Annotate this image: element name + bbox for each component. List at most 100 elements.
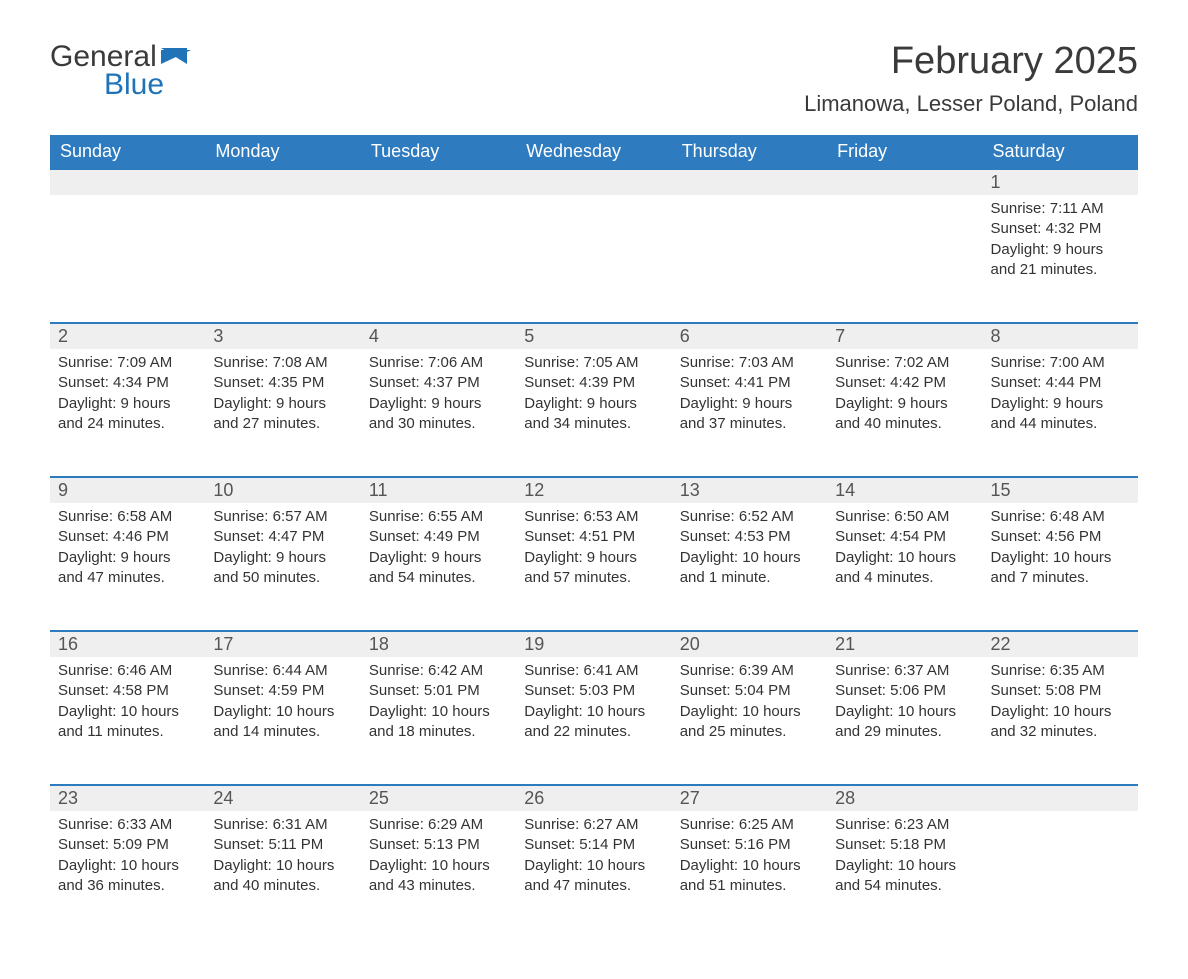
sunset-text: Sunset: 5:11 PM bbox=[213, 835, 352, 855]
day-number-cell: 19 bbox=[516, 631, 671, 657]
day-number: 15 bbox=[983, 478, 1138, 503]
day-number: 8 bbox=[983, 324, 1138, 349]
daylight-text: Daylight: 10 hours and 47 minutes. bbox=[524, 856, 663, 897]
day-body: Sunrise: 7:09 AMSunset: 4:34 PMDaylight:… bbox=[50, 349, 205, 446]
day-number: 9 bbox=[50, 478, 205, 503]
day-number-cell: 6 bbox=[672, 323, 827, 349]
daylight-text: Daylight: 9 hours and 54 minutes. bbox=[369, 548, 508, 589]
day-cell bbox=[361, 195, 516, 323]
weekday-header: Wednesday bbox=[516, 135, 671, 169]
day-number bbox=[983, 786, 1138, 790]
day-cell: Sunrise: 7:05 AMSunset: 4:39 PMDaylight:… bbox=[516, 349, 671, 477]
day-number: 7 bbox=[827, 324, 982, 349]
daylight-text: Daylight: 10 hours and 29 minutes. bbox=[835, 702, 974, 743]
day-body: Sunrise: 6:58 AMSunset: 4:46 PMDaylight:… bbox=[50, 503, 205, 600]
day-number-cell: 14 bbox=[827, 477, 982, 503]
sunrise-text: Sunrise: 6:31 AM bbox=[213, 815, 352, 835]
day-number: 20 bbox=[672, 632, 827, 657]
daylight-text: Daylight: 9 hours and 44 minutes. bbox=[991, 394, 1130, 435]
sunrise-text: Sunrise: 6:25 AM bbox=[680, 815, 819, 835]
day-body bbox=[205, 195, 360, 211]
daylight-text: Daylight: 10 hours and 54 minutes. bbox=[835, 856, 974, 897]
header: General Blue February 2025 Limanowa, Les… bbox=[50, 40, 1138, 117]
day-number-cell: 22 bbox=[983, 631, 1138, 657]
sunset-text: Sunset: 4:34 PM bbox=[58, 373, 197, 393]
day-number-cell: 4 bbox=[361, 323, 516, 349]
sunrise-text: Sunrise: 6:57 AM bbox=[213, 507, 352, 527]
sunset-text: Sunset: 5:01 PM bbox=[369, 681, 508, 701]
day-number-cell bbox=[50, 169, 205, 195]
week-body-row: Sunrise: 6:46 AMSunset: 4:58 PMDaylight:… bbox=[50, 657, 1138, 785]
daylight-text: Daylight: 10 hours and 4 minutes. bbox=[835, 548, 974, 589]
sunrise-text: Sunrise: 6:44 AM bbox=[213, 661, 352, 681]
day-number-cell: 20 bbox=[672, 631, 827, 657]
day-body: Sunrise: 7:02 AMSunset: 4:42 PMDaylight:… bbox=[827, 349, 982, 446]
day-body: Sunrise: 7:00 AMSunset: 4:44 PMDaylight:… bbox=[983, 349, 1138, 446]
day-cell: Sunrise: 6:48 AMSunset: 4:56 PMDaylight:… bbox=[983, 503, 1138, 631]
day-body bbox=[516, 195, 671, 211]
day-cell bbox=[983, 811, 1138, 939]
day-number: 21 bbox=[827, 632, 982, 657]
day-number-cell: 9 bbox=[50, 477, 205, 503]
sunrise-text: Sunrise: 7:11 AM bbox=[991, 199, 1130, 219]
week-body-row: Sunrise: 7:11 AMSunset: 4:32 PMDaylight:… bbox=[50, 195, 1138, 323]
day-cell: Sunrise: 7:03 AMSunset: 4:41 PMDaylight:… bbox=[672, 349, 827, 477]
sunrise-text: Sunrise: 6:50 AM bbox=[835, 507, 974, 527]
sunrise-text: Sunrise: 6:23 AM bbox=[835, 815, 974, 835]
day-body bbox=[50, 195, 205, 211]
day-body: Sunrise: 6:57 AMSunset: 4:47 PMDaylight:… bbox=[205, 503, 360, 600]
week-daynum-row: 1 bbox=[50, 169, 1138, 195]
day-number-cell: 28 bbox=[827, 785, 982, 811]
day-cell: Sunrise: 6:53 AMSunset: 4:51 PMDaylight:… bbox=[516, 503, 671, 631]
day-number bbox=[516, 170, 671, 174]
day-body: Sunrise: 6:37 AMSunset: 5:06 PMDaylight:… bbox=[827, 657, 982, 754]
day-number bbox=[205, 170, 360, 174]
sunset-text: Sunset: 5:08 PM bbox=[991, 681, 1130, 701]
day-body bbox=[361, 195, 516, 211]
weekday-header-row: SundayMondayTuesdayWednesdayThursdayFrid… bbox=[50, 135, 1138, 169]
daylight-text: Daylight: 10 hours and 40 minutes. bbox=[213, 856, 352, 897]
day-cell: Sunrise: 6:50 AMSunset: 4:54 PMDaylight:… bbox=[827, 503, 982, 631]
day-body: Sunrise: 6:48 AMSunset: 4:56 PMDaylight:… bbox=[983, 503, 1138, 600]
day-number-cell: 10 bbox=[205, 477, 360, 503]
day-body: Sunrise: 6:42 AMSunset: 5:01 PMDaylight:… bbox=[361, 657, 516, 754]
sunset-text: Sunset: 4:39 PM bbox=[524, 373, 663, 393]
weekday-header: Saturday bbox=[983, 135, 1138, 169]
day-number-cell: 7 bbox=[827, 323, 982, 349]
day-number-cell bbox=[361, 169, 516, 195]
day-number-cell: 27 bbox=[672, 785, 827, 811]
sunrise-text: Sunrise: 7:06 AM bbox=[369, 353, 508, 373]
day-number-cell: 1 bbox=[983, 169, 1138, 195]
day-cell bbox=[50, 195, 205, 323]
day-body: Sunrise: 6:39 AMSunset: 5:04 PMDaylight:… bbox=[672, 657, 827, 754]
day-number-cell: 8 bbox=[983, 323, 1138, 349]
day-number: 28 bbox=[827, 786, 982, 811]
sunset-text: Sunset: 4:44 PM bbox=[991, 373, 1130, 393]
day-number: 23 bbox=[50, 786, 205, 811]
day-body: Sunrise: 7:03 AMSunset: 4:41 PMDaylight:… bbox=[672, 349, 827, 446]
week-body-row: Sunrise: 6:33 AMSunset: 5:09 PMDaylight:… bbox=[50, 811, 1138, 939]
daylight-text: Daylight: 9 hours and 47 minutes. bbox=[58, 548, 197, 589]
sunrise-text: Sunrise: 6:53 AM bbox=[524, 507, 663, 527]
day-number: 10 bbox=[205, 478, 360, 503]
day-body: Sunrise: 6:27 AMSunset: 5:14 PMDaylight:… bbox=[516, 811, 671, 908]
day-body: Sunrise: 7:05 AMSunset: 4:39 PMDaylight:… bbox=[516, 349, 671, 446]
sunset-text: Sunset: 4:58 PM bbox=[58, 681, 197, 701]
sunset-text: Sunset: 5:04 PM bbox=[680, 681, 819, 701]
daylight-text: Daylight: 9 hours and 57 minutes. bbox=[524, 548, 663, 589]
day-body: Sunrise: 7:08 AMSunset: 4:35 PMDaylight:… bbox=[205, 349, 360, 446]
day-number: 16 bbox=[50, 632, 205, 657]
daylight-text: Daylight: 10 hours and 18 minutes. bbox=[369, 702, 508, 743]
day-body: Sunrise: 6:50 AMSunset: 4:54 PMDaylight:… bbox=[827, 503, 982, 600]
day-cell: Sunrise: 6:39 AMSunset: 5:04 PMDaylight:… bbox=[672, 657, 827, 785]
day-number-cell: 2 bbox=[50, 323, 205, 349]
daylight-text: Daylight: 9 hours and 21 minutes. bbox=[991, 240, 1130, 281]
day-number bbox=[361, 170, 516, 174]
day-number: 25 bbox=[361, 786, 516, 811]
day-cell bbox=[672, 195, 827, 323]
sunrise-text: Sunrise: 6:52 AM bbox=[680, 507, 819, 527]
day-body: Sunrise: 6:41 AMSunset: 5:03 PMDaylight:… bbox=[516, 657, 671, 754]
day-cell: Sunrise: 6:52 AMSunset: 4:53 PMDaylight:… bbox=[672, 503, 827, 631]
sunset-text: Sunset: 5:13 PM bbox=[369, 835, 508, 855]
day-cell: Sunrise: 6:27 AMSunset: 5:14 PMDaylight:… bbox=[516, 811, 671, 939]
